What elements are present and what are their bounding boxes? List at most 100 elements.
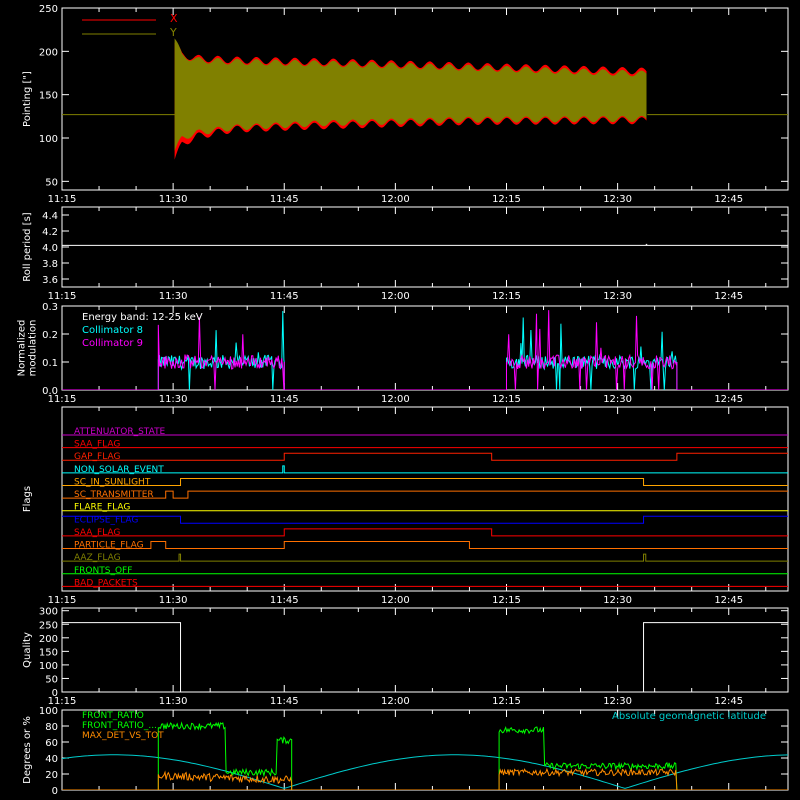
- time-tick-label: 11:30: [159, 291, 188, 302]
- time-tick-label: 11:45: [270, 595, 299, 606]
- flag-label: AAZ_FLAG: [74, 553, 121, 563]
- time-tick-label: 11:45: [270, 291, 299, 302]
- time-tick-label: 11:45: [270, 194, 299, 205]
- front-y-tick-label: 100: [39, 706, 58, 717]
- collimator-9-trace: [62, 310, 788, 390]
- flag-label: FRONTS_OFF: [74, 566, 132, 576]
- legend-front-ratio: FRONT_RATIO: [82, 711, 144, 721]
- time-tick-label: 11:30: [159, 194, 188, 205]
- time-tick-label: 12:30: [603, 394, 632, 405]
- time-tick-label: 12:30: [603, 291, 632, 302]
- pointing-frame: [61, 7, 789, 191]
- flag-line-saa-flag: [62, 528, 788, 537]
- flags-panel: 11:15 11:30 11:45 12:00 12:15 12:30 12:45 Flags…: [22, 406, 789, 606]
- quality-y-tick-label: 0: [52, 688, 58, 699]
- time-tick-label: 12:45: [714, 595, 743, 606]
- time-tick-label: 12:30: [603, 595, 632, 606]
- energy-band-annotation: Energy band: 12-25 keV: [82, 312, 203, 323]
- quality-y-tick-label: 50: [45, 674, 58, 685]
- flag-label: ECLIPSE_FLAG: [74, 515, 138, 525]
- flag-line-non-solar-event: [62, 465, 788, 474]
- roll-y-tick-label: 4.2: [42, 227, 58, 238]
- flag-line-aaz-flag: [62, 553, 788, 562]
- time-tick-label: 12:45: [714, 291, 743, 302]
- geomagnetic-latitude-line: [62, 754, 788, 789]
- front-traces: [62, 721, 788, 790]
- legend-collimator-8: Collimator 8: [82, 325, 143, 336]
- modulation-y-tick-label: 0.0: [42, 386, 58, 397]
- quality-y-tick-label: 200: [39, 634, 58, 645]
- time-tick-label: 12:15: [492, 194, 521, 205]
- front-y-tick-label: 0: [52, 786, 58, 797]
- time-tick-label: 12:00: [381, 194, 410, 205]
- roll-y-axis-label: Roll period [s]: [22, 212, 33, 281]
- pointing-y-tick-label: 50: [45, 177, 58, 188]
- max-det-trace-2: [62, 767, 788, 790]
- time-tick-label: 11:15: [48, 291, 77, 302]
- quality-y-axis-label: Quality: [22, 632, 33, 668]
- roll-period-panel: 11:15 11:30 11:45 12:00 12:15 12:30 12:45 3.6 3.…: [22, 206, 789, 302]
- front-y-tick-label: 80: [45, 722, 58, 733]
- flag-label: SC_IN_SUNLIGHT: [74, 477, 151, 487]
- modulation-y-tick-label: 0.2: [42, 330, 58, 341]
- flag-line-particle-flag: [62, 541, 788, 550]
- front-y-tick-label: 40: [45, 754, 58, 765]
- flag-label: SC_TRANSMITTER: [74, 490, 154, 500]
- flag-label: BAD_PACKETS: [74, 578, 138, 588]
- pointing-y-tick-label: 200: [39, 47, 58, 58]
- time-tick-label: 11:30: [159, 696, 188, 707]
- time-tick-label: 12:00: [381, 394, 410, 405]
- flags-y-axis-label: Flags: [22, 486, 33, 512]
- roll-y-tick-label: 4.0: [42, 243, 58, 254]
- pointing-panel: 11:15 11:30 11:45 12:00 12:15 12:30 12:45 50 100…: [22, 4, 789, 205]
- modulation-panel: 11:15 11:30 11:45 12:00 12:15 12:30 12:45 0.0 0.…: [17, 302, 789, 405]
- flag-label: GAP_FLAG: [74, 452, 120, 462]
- time-tick-label: 11:15: [48, 394, 77, 405]
- roll-y-tick-label: 3.6: [42, 275, 58, 286]
- front-y-tick-label: 60: [45, 738, 58, 749]
- time-tick-label: 11:30: [159, 394, 188, 405]
- flags-frame: [61, 406, 789, 592]
- flag-line-sc-transmitter: [62, 490, 788, 499]
- modulation-y-axis-label: modulation: [28, 320, 39, 377]
- time-tick-label: 12:45: [714, 194, 743, 205]
- time-tick-label: 12:00: [381, 696, 410, 707]
- pointing-y-tick-label: 150: [39, 91, 58, 102]
- pointing-y-axis-label: Pointing ["]: [22, 71, 33, 127]
- flag-label: FLARE_FLAG: [74, 503, 130, 513]
- pointing-y-tick-label: 250: [39, 4, 58, 15]
- time-tick-label: 11:15: [48, 595, 77, 606]
- flag-label: SAA_FLAG: [74, 528, 120, 538]
- legend-x-label: X: [170, 12, 178, 25]
- time-tick-label: 12:15: [492, 595, 521, 606]
- time-tick-label: 12:45: [714, 394, 743, 405]
- time-tick-label: 12:45: [714, 696, 743, 707]
- quality-panel: 11:15 11:30 11:45 12:00 12:15 12:30 12:45 0 50 10…: [22, 607, 789, 707]
- flag-line-eclipse-flag: [62, 515, 788, 524]
- roll-y-tick-label: 4.4: [42, 211, 58, 222]
- modulation-traces: [62, 310, 788, 390]
- max-det-trace-1: [62, 770, 788, 790]
- quality-y-tick-label: 300: [39, 607, 58, 618]
- quality-line: [62, 622, 788, 693]
- flag-line-sc-in-sunlight: [62, 477, 788, 486]
- legend-max-det: MAX_DET_VS_TOT: [82, 731, 164, 741]
- time-tick-label: 11:30: [159, 595, 188, 606]
- flag-label: ATTENUATOR_STATE: [74, 427, 166, 437]
- time-tick-label: 12:15: [492, 394, 521, 405]
- modulation-y-tick-label: 0.3: [42, 302, 58, 313]
- time-tick-label: 12:30: [603, 194, 632, 205]
- flag-line-gap-flag: [62, 452, 788, 461]
- y-series-band: [174, 38, 647, 152]
- front-ratio-trace-1: [62, 721, 788, 790]
- time-tick-label: 12:00: [381, 291, 410, 302]
- legend-y-label: Y: [169, 26, 177, 39]
- legend-collimator-9: Collimator 9: [82, 338, 143, 349]
- time-tick-label: 11:15: [48, 194, 77, 205]
- front-ratio-panel: 0 20 40 60 80 100 Degrees or % FRONT_RATIOFRONT…: [22, 706, 789, 797]
- legend-front-ratio-2: FRONT_RATIO_...: [82, 721, 157, 731]
- flag-label: SAA_FLAG: [74, 440, 120, 450]
- modulation-y-tick-label: 0.1: [42, 358, 58, 369]
